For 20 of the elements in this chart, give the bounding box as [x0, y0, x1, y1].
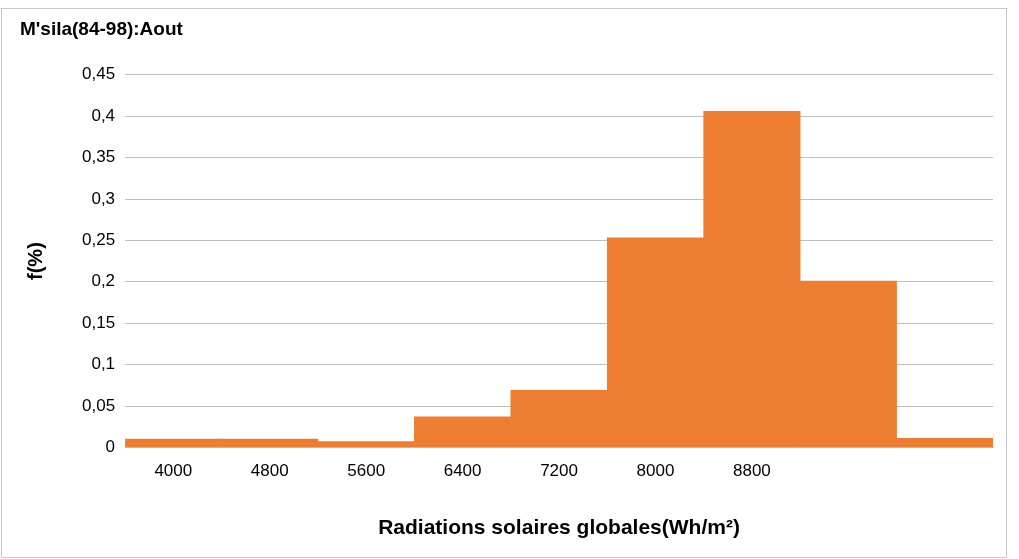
y-tick-label: 0,4 [91, 105, 116, 125]
y-tick-label: 0,1 [91, 354, 116, 374]
x-tick-label: 7200 [540, 461, 578, 481]
y-axis-title: f(%) [23, 242, 46, 280]
x-tick-label: 8800 [733, 461, 771, 481]
x-tick-label: 6400 [443, 461, 482, 481]
x-axis-title: Radiations solaires globales(Wh/m²) [378, 515, 740, 539]
y-tick-label: 0,05 [81, 395, 116, 415]
y-tick-label: 0,45 [81, 64, 116, 84]
y-tick-label: 0,2 [91, 271, 116, 291]
x-tick-label: 4000 [154, 461, 193, 481]
y-tick-label: 0,3 [91, 188, 116, 208]
y-tick-label: 0,25 [81, 230, 116, 250]
y-tick-label: 0 [105, 437, 116, 457]
x-tick-label: 5600 [347, 461, 386, 481]
x-tick-label: 8000 [636, 461, 675, 481]
chart-title: M'sila(84-98):Aout [20, 17, 184, 39]
y-tick-label: 0,15 [81, 312, 116, 332]
x-tick-label: 4800 [250, 461, 289, 481]
y-tick-label: 0,35 [81, 147, 116, 167]
